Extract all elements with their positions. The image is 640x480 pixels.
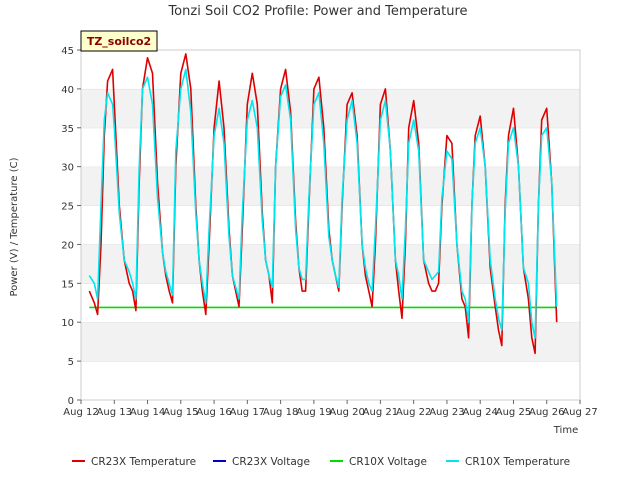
y-axis-label: Power (V) / Temperature (C) (9, 157, 20, 296)
x-tick-label: Aug 19 (296, 407, 331, 418)
x-tick-label: Aug 25 (496, 407, 531, 418)
annotation-text: TZ_soilco2 (87, 35, 151, 48)
x-tick-label: Aug 23 (429, 407, 464, 418)
x-tick-label: Aug 12 (63, 407, 98, 418)
x-tick-label: Aug 20 (329, 407, 364, 418)
grid-band (81, 127, 580, 167)
legend-label: CR23X Temperature (91, 456, 196, 468)
x-tick-label: Aug 15 (163, 407, 198, 418)
series-line-cr10x-temperature (88, 68, 558, 339)
grid-band (81, 322, 580, 362)
legend-label: CR23X Voltage (232, 456, 310, 468)
x-tick-label: Aug 21 (363, 407, 398, 418)
grid-band (81, 283, 580, 323)
y-tick-label: 20 (61, 240, 74, 251)
y-axis: 0 5 10 15 20 25 30 35 40 45 (61, 46, 81, 407)
chart-title: Tonzi Soil CO2 Profile: Power and Temper… (167, 4, 467, 19)
x-tick-label: Aug 26 (529, 407, 564, 418)
x-axis-label: Time (553, 425, 578, 436)
x-tick-label: Aug 22 (396, 407, 431, 418)
annotation-box: TZ_soilco2 (80, 30, 158, 52)
y-tick-label: 40 (61, 85, 74, 96)
grid-band (81, 88, 580, 128)
x-tick-label: Aug 24 (462, 407, 497, 418)
x-tick-label: Aug 18 (263, 407, 298, 418)
plot-frame (80, 49, 581, 401)
grid-band (81, 50, 580, 89)
x-tick-label: Aug 13 (97, 407, 132, 418)
y-tick-label: 15 (61, 279, 74, 290)
legend-label: CR10X Voltage (349, 456, 427, 468)
x-tick-label: Aug 14 (130, 407, 165, 418)
y-tick-label: 5 (68, 357, 74, 368)
series-group (88, 53, 558, 355)
x-tick-label: Aug 27 (562, 407, 597, 418)
y-tick-label: 0 (68, 396, 74, 407)
x-tick-label: Aug 17 (230, 407, 265, 418)
y-tick-label: 45 (61, 46, 74, 57)
grid-band (81, 166, 580, 206)
legend-label: CR10X Temperature (465, 456, 570, 468)
y-tick-label: 10 (61, 318, 74, 329)
x-tick-label: Aug 16 (196, 407, 231, 418)
grid-band (81, 361, 580, 400)
legend: CR23X Temperature CR23X Voltage CR10X Volt… (72, 456, 570, 468)
y-tick-label: 30 (61, 163, 74, 174)
y-tick-label: 25 (61, 202, 74, 213)
y-tick-label: 35 (61, 124, 74, 135)
